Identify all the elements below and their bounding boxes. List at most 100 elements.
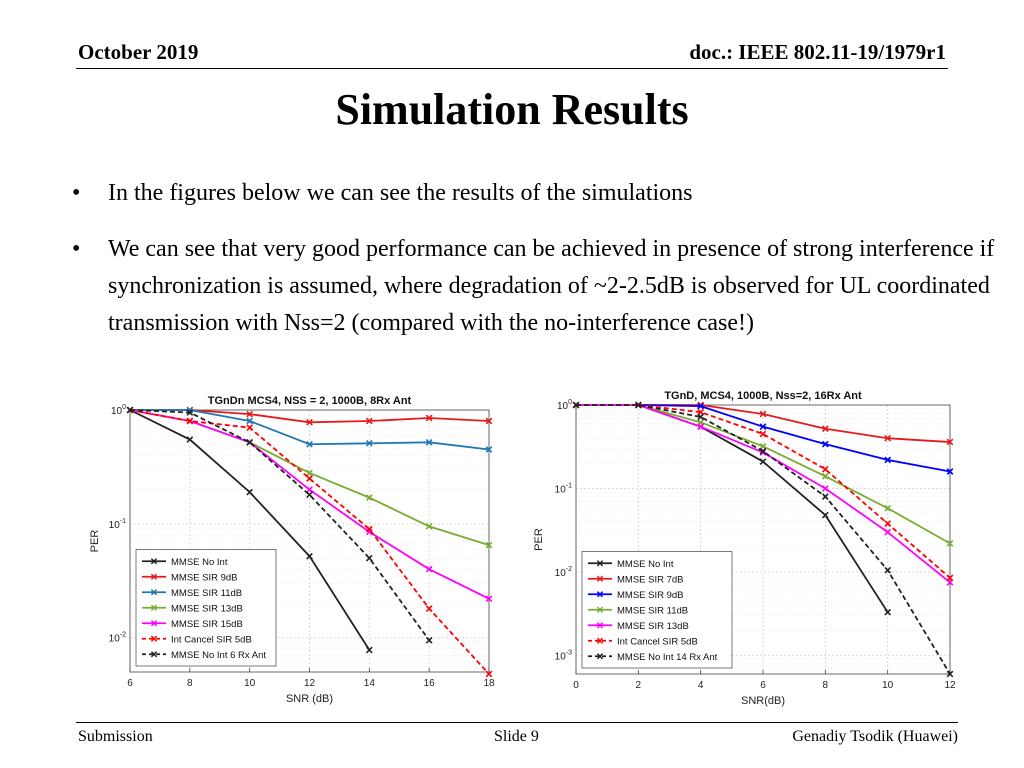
y-axis-label: PER [533, 528, 545, 551]
data-point [485, 417, 493, 425]
data-point [365, 646, 373, 654]
y-axis-label: PER [89, 530, 101, 553]
data-point [306, 552, 313, 560]
data-point [126, 406, 134, 414]
x-tick-label: 4 [698, 680, 704, 691]
data-point [246, 410, 254, 418]
x-axis-label: SNR(dB) [741, 695, 785, 707]
legend-label: MMSE SIR 13dB [617, 621, 689, 632]
data-point [485, 670, 493, 678]
data-point [634, 401, 642, 409]
y-tick-label: 10-1 [109, 518, 126, 531]
data-point [946, 540, 954, 547]
x-tick-label: 6 [760, 680, 766, 691]
x-tick-label: 12 [304, 678, 316, 689]
data-point [425, 605, 433, 613]
data-point [884, 520, 892, 527]
y-tick-label: 10-2 [109, 632, 126, 645]
x-axis-label: SNR (dB) [286, 693, 333, 705]
y-tick-label: 10-1 [555, 482, 572, 495]
x-tick-label: 18 [483, 678, 495, 689]
data-point [246, 417, 254, 425]
data-point [821, 472, 829, 480]
data-point [485, 595, 493, 603]
data-point [186, 436, 194, 443]
bullet-text-2: We can see that very good performance ca… [108, 236, 995, 336]
data-point [246, 488, 254, 496]
data-point [821, 425, 829, 433]
data-point [946, 574, 954, 582]
legend-label: MMSE SIR 9dB [171, 572, 238, 583]
footer-slide-number: Slide 9 [494, 728, 539, 745]
legend-label: MMSE No Int 14 Rx Ant [617, 652, 718, 663]
data-point [697, 413, 705, 421]
data-point [884, 456, 892, 464]
legend: MMSE No Int MMSE SIR 9dB MMSE SIR 11dB MMSE… [135, 549, 277, 667]
chart-title: TGnDn MCS4, NSS = 2, 1000B, 8Rx Ant [208, 395, 412, 407]
header-date: October 2019 [78, 40, 199, 64]
legend-marker [596, 560, 604, 567]
data-point [759, 430, 767, 438]
data-point [884, 608, 892, 616]
header-rule [76, 68, 948, 69]
data-point [425, 523, 433, 530]
data-point [306, 486, 313, 493]
data-point [365, 525, 373, 533]
legend-marker [596, 575, 604, 582]
data-point [365, 554, 373, 562]
data-point [306, 475, 313, 482]
y-tick-label: 10-3 [555, 649, 572, 662]
legend: MMSE No Int MMSE SIR 7dB MMSE SIR 9dB MMSE … [581, 551, 733, 669]
data-point [425, 438, 433, 446]
legend-marker [150, 558, 158, 565]
data-point [821, 465, 829, 473]
data-point [425, 565, 433, 573]
data-point [884, 528, 892, 536]
data-point [365, 439, 373, 447]
data-point [365, 417, 373, 425]
data-point [946, 670, 954, 678]
chart-16rx: 0 2 4 6 8 10 12 100 10-1 10-2 10-3 TGnD, MCS4, 1000… [533, 390, 956, 707]
data-point [485, 541, 493, 549]
data-point [759, 410, 767, 418]
legend-marker [596, 606, 604, 613]
series-line-7 [129, 409, 430, 641]
x-tick-label: 8 [187, 678, 193, 689]
legend-label: MMSE SIR 15dB [171, 619, 243, 630]
x-tick-label: 12 [944, 680, 956, 691]
legend-label: MMSE SIR 11dB [171, 588, 242, 599]
data-point [306, 418, 313, 426]
x-tick-label: 6 [127, 678, 133, 689]
x-tick-label: 0 [573, 680, 579, 691]
data-point [884, 566, 892, 574]
data-point [884, 504, 892, 512]
y-tick-label: 100 [557, 399, 572, 412]
x-tick-label: 14 [364, 678, 376, 689]
legend-marker [150, 604, 158, 611]
y-tick-label: 100 [111, 404, 126, 417]
data-point [759, 447, 767, 455]
data-point [186, 409, 194, 416]
data-point [246, 438, 254, 446]
data-point [884, 434, 892, 442]
data-point [572, 401, 580, 409]
slide-title: Simulation Results [335, 85, 689, 134]
legend-marker [150, 620, 158, 627]
data-point [821, 440, 829, 448]
data-point [821, 485, 829, 492]
legend-marker [150, 589, 158, 596]
x-tick-label: 2 [636, 680, 642, 691]
data-point [946, 468, 954, 475]
x-tick-label: 8 [823, 680, 829, 691]
data-point [425, 414, 433, 422]
footer-left: Submission [78, 728, 153, 745]
legend-marker [150, 573, 158, 580]
data-point [186, 417, 194, 425]
legend-label: MMSE SIR 7dB [617, 574, 684, 585]
legend-marker [596, 622, 604, 629]
data-point [306, 469, 313, 477]
legend-marker [596, 591, 604, 598]
legend-label: MMSE SIR 11dB [617, 605, 688, 616]
data-point [306, 440, 313, 448]
data-point [759, 423, 767, 431]
